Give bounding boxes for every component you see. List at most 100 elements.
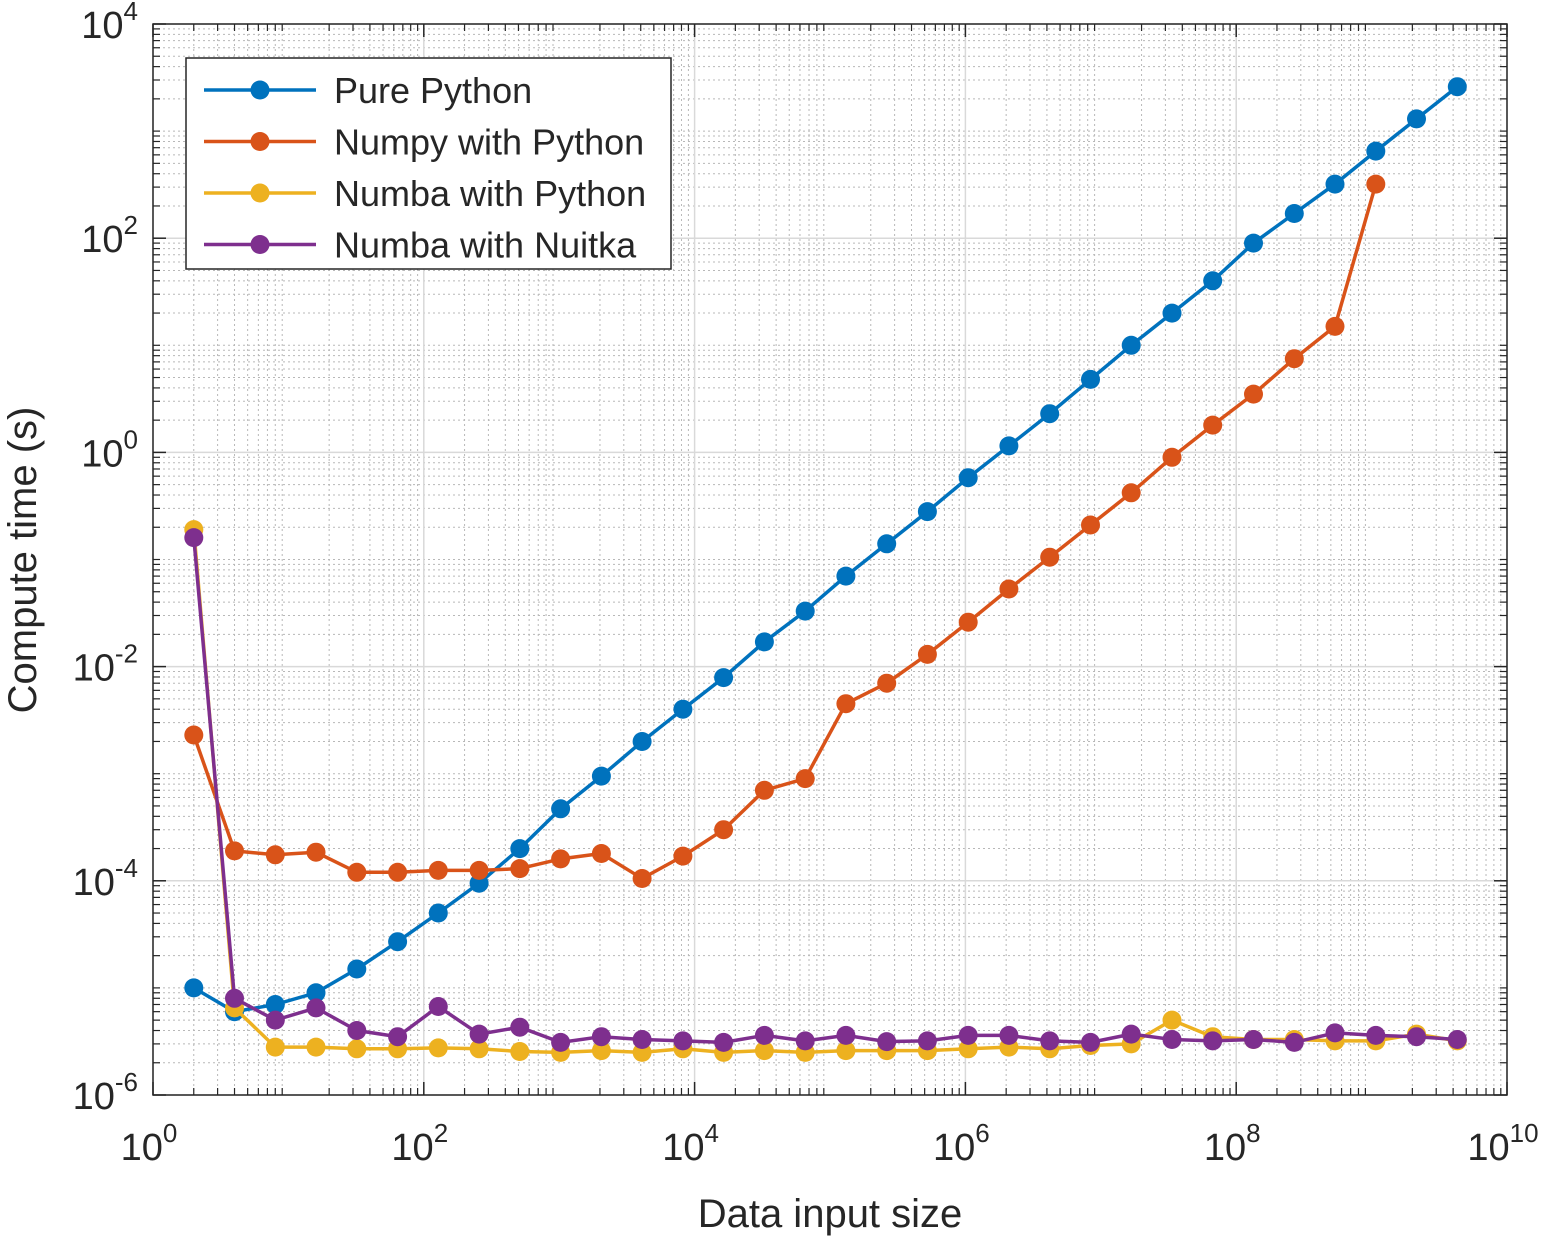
data-point-numpy-with-python xyxy=(1284,349,1304,369)
data-point-numba-with-nuitka xyxy=(306,998,326,1018)
data-point-numpy-with-python xyxy=(1325,316,1345,336)
y-tick-base: 10 xyxy=(81,219,123,261)
data-point-numba-with-python xyxy=(754,1041,774,1061)
data-point-pure-python xyxy=(428,903,448,923)
data-point-numba-with-nuitka xyxy=(388,1027,408,1047)
legend: Pure Python Numpy with Python Numba with P… xyxy=(185,57,672,270)
x-axis-title: Data input size xyxy=(698,1192,963,1236)
data-point-numpy-with-python xyxy=(714,820,734,840)
data-point-pure-python xyxy=(1244,233,1263,253)
data-point-numba-with-nuitka xyxy=(1244,1030,1263,1049)
tick-marks xyxy=(152,23,1508,1096)
data-point-numpy-with-python xyxy=(591,844,611,863)
data-point-numba-with-nuitka xyxy=(836,1025,856,1045)
data-point-numpy-with-python xyxy=(225,841,244,861)
y-tick-label: 10-2 xyxy=(73,639,138,690)
data-point-numba-with-nuitka xyxy=(1366,1025,1386,1045)
data-point-numba-with-nuitka xyxy=(510,1017,530,1037)
series-layer xyxy=(184,77,1467,1062)
x-tick-exponent: 0 xyxy=(163,1118,177,1148)
data-point-pure-python xyxy=(347,959,367,979)
x-tick-exponent: 10 xyxy=(1510,1118,1539,1148)
data-point-pure-python xyxy=(1447,77,1467,97)
data-point-pure-python xyxy=(388,932,408,952)
legend-entry-pure-python: Pure Python xyxy=(204,70,532,111)
legend-swatch-marker xyxy=(250,183,270,203)
data-point-numba-with-nuitka xyxy=(551,1032,571,1052)
data-point-numpy-with-python xyxy=(1244,384,1263,404)
data-point-pure-python xyxy=(836,566,856,586)
data-point-numpy-with-python xyxy=(999,579,1019,599)
data-point-numba-with-python xyxy=(591,1041,611,1061)
y-tick-base: 10 xyxy=(81,5,123,47)
data-point-numpy-with-python xyxy=(836,694,856,714)
data-point-numba-with-nuitka xyxy=(999,1025,1019,1045)
legend-entry-numba-with-python: Numba with Python xyxy=(204,173,646,214)
data-point-numpy-with-python xyxy=(347,862,367,882)
data-point-pure-python xyxy=(673,699,693,719)
legend-entry-numba-with-nuitka: Numba with Nuitka xyxy=(204,225,637,266)
data-point-numpy-with-python xyxy=(877,673,897,693)
data-point-numpy-with-python xyxy=(388,862,408,882)
data-point-numba-with-nuitka xyxy=(1121,1024,1141,1044)
x-tick-label: 1010 xyxy=(1467,1118,1538,1169)
data-point-numpy-with-python xyxy=(1121,483,1141,503)
data-point-pure-python xyxy=(917,502,937,522)
data-point-numpy-with-python xyxy=(428,860,448,880)
y-tick-base: 10 xyxy=(73,648,115,690)
data-point-numpy-with-python xyxy=(184,725,204,745)
series-pure-python xyxy=(184,77,1467,1022)
data-point-pure-python xyxy=(265,995,285,1014)
data-point-numba-with-nuitka xyxy=(591,1027,611,1047)
x-tick-base: 10 xyxy=(391,1127,433,1169)
data-point-numpy-with-python xyxy=(917,644,937,664)
data-point-numpy-with-python xyxy=(510,859,530,879)
x-tick-label: 106 xyxy=(933,1118,990,1169)
legend-label: Numba with Nuitka xyxy=(334,225,637,266)
data-point-numba-with-nuitka xyxy=(673,1031,693,1051)
data-point-numba-with-nuitka xyxy=(1284,1032,1304,1052)
data-point-numpy-with-python xyxy=(958,612,978,632)
x-tick-label: 100 xyxy=(121,1118,178,1169)
data-point-numba-with-nuitka xyxy=(632,1030,652,1049)
y-tick-base: 10 xyxy=(73,862,115,904)
x-tick-base: 10 xyxy=(662,1127,704,1169)
x-tick-exponent: 2 xyxy=(434,1118,448,1148)
data-point-pure-python xyxy=(999,436,1019,456)
data-point-numpy-with-python xyxy=(551,849,571,869)
data-point-pure-python xyxy=(1121,335,1141,355)
data-point-numba-with-nuitka xyxy=(1325,1023,1345,1043)
data-point-pure-python xyxy=(1325,174,1345,194)
y-tick-base: 10 xyxy=(81,433,123,475)
data-point-numba-with-python xyxy=(958,1039,978,1059)
data-point-numba-with-python xyxy=(836,1041,856,1061)
data-point-pure-python xyxy=(1366,141,1386,161)
x-tick-label: 108 xyxy=(1204,1118,1261,1169)
x-tick-base: 10 xyxy=(1204,1127,1246,1169)
data-point-numba-with-nuitka xyxy=(795,1031,815,1051)
data-point-pure-python xyxy=(714,668,734,688)
data-point-numba-with-nuitka xyxy=(917,1031,937,1051)
y-tick-label: 104 xyxy=(81,0,138,47)
y-tick-label: 10-4 xyxy=(73,853,138,904)
y-tick-exponent: -2 xyxy=(115,639,138,669)
x-tick-label: 104 xyxy=(662,1118,719,1169)
data-point-numba-with-nuitka xyxy=(1203,1031,1223,1051)
data-point-pure-python xyxy=(306,983,326,1003)
data-point-pure-python xyxy=(958,468,978,488)
x-tick-base: 10 xyxy=(1467,1127,1509,1169)
data-point-pure-python xyxy=(1081,369,1100,389)
data-point-pure-python xyxy=(510,839,530,859)
data-point-pure-python xyxy=(877,534,897,554)
data-point-pure-python xyxy=(1284,204,1304,223)
data-point-numpy-with-python xyxy=(754,780,774,800)
data-point-numpy-with-python xyxy=(795,769,815,789)
legend-label: Pure Python xyxy=(334,70,532,111)
data-point-numpy-with-python xyxy=(306,842,326,862)
y-tick-exponent: 2 xyxy=(124,210,138,240)
data-point-numba-with-nuitka xyxy=(265,1010,285,1030)
data-point-pure-python xyxy=(551,799,571,819)
y-tick-exponent: 4 xyxy=(124,0,138,26)
x-tick-label: 102 xyxy=(391,1118,448,1169)
